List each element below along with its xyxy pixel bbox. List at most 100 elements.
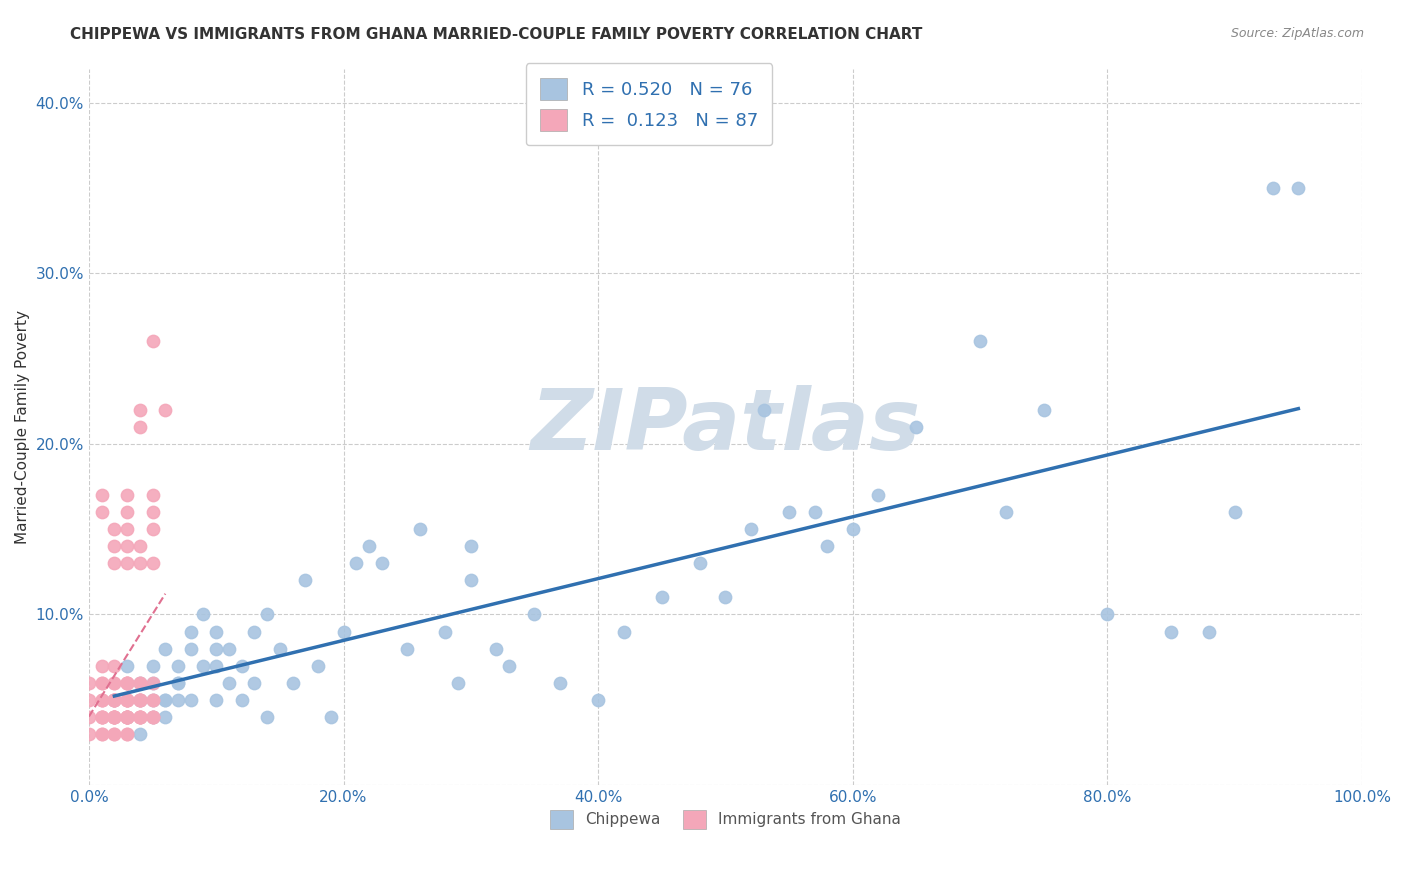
Point xyxy=(142,710,165,724)
Point xyxy=(357,539,380,553)
Point xyxy=(460,539,482,553)
Point xyxy=(485,641,508,656)
Point xyxy=(77,693,100,707)
Point xyxy=(142,488,165,502)
Point xyxy=(115,658,138,673)
Point xyxy=(115,488,138,502)
Point xyxy=(115,710,138,724)
Point xyxy=(409,522,432,536)
Point xyxy=(231,658,253,673)
Point xyxy=(1032,402,1054,417)
Point xyxy=(803,505,825,519)
Point xyxy=(128,675,150,690)
Point xyxy=(815,539,838,553)
Point xyxy=(90,658,112,673)
Point xyxy=(180,693,202,707)
Point xyxy=(90,488,112,502)
Point xyxy=(128,710,150,724)
Point xyxy=(167,675,190,690)
Point xyxy=(205,693,228,707)
Point xyxy=(142,675,165,690)
Point xyxy=(115,710,138,724)
Point xyxy=(155,402,177,417)
Point xyxy=(90,727,112,741)
Point xyxy=(281,675,304,690)
Point xyxy=(128,402,150,417)
Point xyxy=(344,556,367,570)
Text: ZIPatlas: ZIPatlas xyxy=(530,385,921,468)
Point xyxy=(142,505,165,519)
Point xyxy=(115,727,138,741)
Point xyxy=(396,641,419,656)
Point xyxy=(128,693,150,707)
Point xyxy=(1160,624,1182,639)
Point xyxy=(128,693,150,707)
Point xyxy=(90,710,112,724)
Point xyxy=(243,624,266,639)
Point xyxy=(434,624,457,639)
Point xyxy=(231,693,253,707)
Point xyxy=(103,693,125,707)
Point xyxy=(90,693,112,707)
Point xyxy=(128,693,150,707)
Text: CHIPPEWA VS IMMIGRANTS FROM GHANA MARRIED-COUPLE FAMILY POVERTY CORRELATION CHAR: CHIPPEWA VS IMMIGRANTS FROM GHANA MARRIE… xyxy=(70,27,922,42)
Point xyxy=(1261,181,1284,195)
Point xyxy=(193,607,215,622)
Point xyxy=(90,727,112,741)
Point xyxy=(868,488,890,502)
Point xyxy=(1097,607,1119,622)
Legend: Chippewa, Immigrants from Ghana: Chippewa, Immigrants from Ghana xyxy=(544,804,907,835)
Point xyxy=(90,710,112,724)
Point xyxy=(103,693,125,707)
Point xyxy=(115,710,138,724)
Point xyxy=(498,658,520,673)
Point xyxy=(115,710,138,724)
Point xyxy=(128,710,150,724)
Point xyxy=(128,710,150,724)
Point xyxy=(103,710,125,724)
Point xyxy=(128,556,150,570)
Point xyxy=(243,675,266,690)
Point xyxy=(142,710,165,724)
Point xyxy=(142,693,165,707)
Point xyxy=(1223,505,1246,519)
Point xyxy=(142,693,165,707)
Point xyxy=(307,658,329,673)
Point xyxy=(115,539,138,553)
Point xyxy=(994,505,1017,519)
Point xyxy=(142,334,165,349)
Point xyxy=(142,675,165,690)
Point xyxy=(256,607,278,622)
Point xyxy=(115,693,138,707)
Point xyxy=(103,693,125,707)
Point xyxy=(905,419,928,434)
Point xyxy=(103,710,125,724)
Point xyxy=(103,693,125,707)
Point xyxy=(142,710,165,724)
Point xyxy=(294,574,316,588)
Point xyxy=(447,675,470,690)
Point xyxy=(142,556,165,570)
Point xyxy=(115,675,138,690)
Point xyxy=(90,693,112,707)
Point xyxy=(103,675,125,690)
Point xyxy=(332,624,354,639)
Point xyxy=(218,641,240,656)
Point xyxy=(1286,181,1309,195)
Point xyxy=(77,727,100,741)
Point xyxy=(115,727,138,741)
Point xyxy=(103,727,125,741)
Point xyxy=(752,402,775,417)
Point xyxy=(77,710,100,724)
Point xyxy=(205,624,228,639)
Point xyxy=(128,710,150,724)
Point xyxy=(167,693,190,707)
Point xyxy=(115,710,138,724)
Point xyxy=(103,710,125,724)
Point xyxy=(90,693,112,707)
Point xyxy=(128,539,150,553)
Point xyxy=(103,539,125,553)
Point xyxy=(548,675,571,690)
Point xyxy=(115,675,138,690)
Point xyxy=(842,522,865,536)
